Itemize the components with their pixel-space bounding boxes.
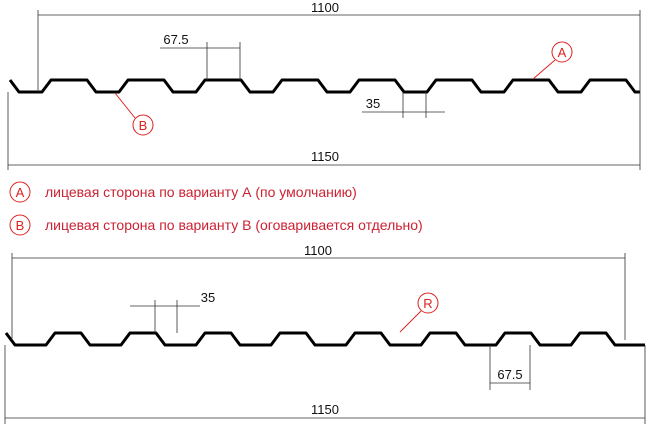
dim-label: 1150 (311, 402, 339, 417)
leader (399, 310, 422, 333)
dim-line (11, 253, 626, 340)
dim-line (160, 42, 241, 80)
dim-line (362, 92, 445, 118)
legend-text: лицевая сторона по варианту В (оговарива… (45, 217, 423, 233)
dim-line (7, 92, 641, 170)
legend-text: лицевая сторона по варианту А (по умолча… (45, 184, 357, 200)
dim-label: 35 (201, 290, 215, 305)
profile-line (8, 78, 640, 94)
dim-label: 35 (366, 96, 380, 111)
marker-circle (132, 114, 154, 136)
dim-line (4, 345, 646, 424)
marker-circle (551, 41, 573, 63)
dim-label: 67.5 (163, 32, 188, 47)
marker-label: R (423, 296, 432, 311)
marker-label: A (16, 185, 25, 200)
marker-circle (9, 181, 31, 203)
dim-label: 1100 (311, 0, 339, 15)
dim-label: 1150 (311, 149, 339, 164)
marker-circle (9, 214, 31, 236)
dim-line (489, 345, 531, 390)
dim-line (37, 10, 641, 92)
leader (114, 92, 136, 119)
marker-label: B (139, 118, 148, 133)
leader (532, 59, 556, 80)
marker-circle (417, 292, 439, 314)
profile-line (4, 331, 645, 347)
dim-label: 67.5 (497, 367, 522, 382)
dim-line (130, 300, 200, 333)
marker-label: A (558, 45, 567, 60)
dim-label: 1100 (304, 243, 332, 258)
marker-label: B (16, 218, 25, 233)
